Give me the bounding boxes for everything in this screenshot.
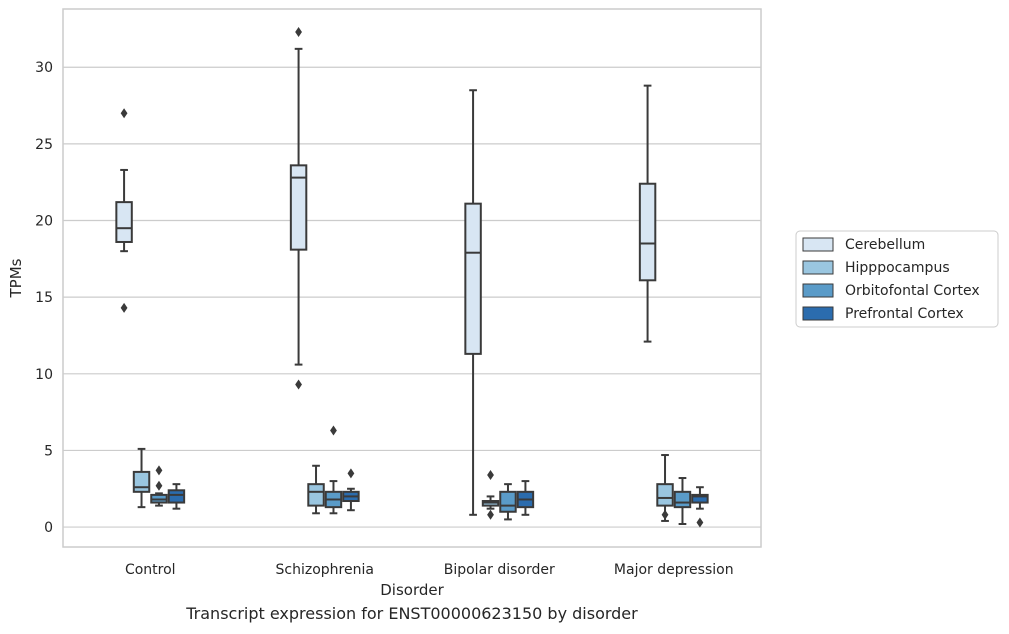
outlier-point (330, 425, 337, 436)
x-tick-label: Bipolar disorder (444, 562, 555, 578)
box-iqr (167, 489, 186, 504)
outlier-point (487, 509, 494, 520)
legend: Cerebellum Hipppocampus Orbitofontal Corte… (795, 230, 999, 328)
box-iqr (656, 483, 674, 507)
y-tick-label: 5 (44, 443, 53, 459)
plot-area-frame (62, 8, 762, 548)
legend-label: Prefrontal Cortex (845, 306, 964, 322)
box-iqr (691, 493, 709, 504)
outlier-point (696, 517, 704, 528)
box-3-0 (638, 84, 657, 343)
outlier-point (120, 108, 128, 119)
outlier-point (155, 465, 163, 476)
x-tick-label: Control (125, 562, 176, 578)
box-iqr (132, 470, 151, 493)
legend-label: Cerebellum (845, 237, 925, 253)
box-0-1 (132, 447, 151, 509)
box-iqr (638, 182, 657, 282)
legend-label: Orbitofontal Cortex (845, 283, 980, 299)
box-2-1 (481, 469, 500, 520)
y-tick-label: 0 (44, 520, 53, 536)
legend-swatch (802, 283, 834, 298)
legend-frame (795, 230, 999, 328)
y-tick-label: 15 (35, 290, 53, 306)
legend-swatch (802, 306, 834, 321)
outlier-point (661, 509, 669, 520)
outlier-point (295, 379, 302, 390)
y-axis-label: TPMs (7, 258, 25, 298)
legend-swatch (802, 260, 834, 275)
box-1-3 (342, 468, 360, 512)
outlier-point (155, 480, 163, 491)
x-axis-label: Disorder (380, 581, 444, 599)
box-3-1 (656, 454, 674, 522)
box-3-2 (673, 477, 692, 526)
legend-swatch (802, 237, 834, 252)
x-axis-ticks: Control Schizophrenia Bipolar disorder Majo… (125, 562, 734, 578)
box-0-3 (167, 483, 186, 510)
y-axis-ticks: 0 5 10 15 20 25 30 (35, 60, 53, 536)
chart-caption: Transcript expression for ENST0000062315… (186, 604, 638, 623)
box-iqr (289, 164, 308, 251)
legend-label: Hipppocampus (845, 260, 950, 276)
boxes (115, 26, 709, 528)
box-0-0 (115, 108, 133, 313)
box-iqr (115, 201, 133, 243)
box-0-2 (150, 465, 168, 507)
outlier-point (120, 302, 128, 313)
box-2-2 (499, 483, 517, 521)
box-2-0 (464, 89, 482, 516)
outlier-point (295, 26, 302, 37)
box-1-2 (324, 425, 343, 515)
x-tick-label: Schizophrenia (276, 562, 374, 578)
x-tick-label: Major depression (614, 562, 734, 578)
box-2-3 (516, 480, 535, 516)
y-tick-label: 30 (35, 60, 53, 76)
box-iqr (307, 483, 325, 507)
box-3-3 (691, 486, 709, 528)
box-iqr (464, 202, 482, 355)
outlier-point (487, 469, 494, 480)
y-tick-label: 10 (35, 367, 53, 383)
box-1-1 (307, 464, 325, 515)
box-iqr (673, 490, 692, 509)
y-tick-label: 20 (35, 214, 53, 230)
y-tick-label: 25 (35, 137, 53, 153)
box-iqr (499, 490, 517, 513)
gridlines (63, 66, 761, 528)
box-1-0 (289, 26, 308, 390)
outlier-point (347, 468, 355, 479)
